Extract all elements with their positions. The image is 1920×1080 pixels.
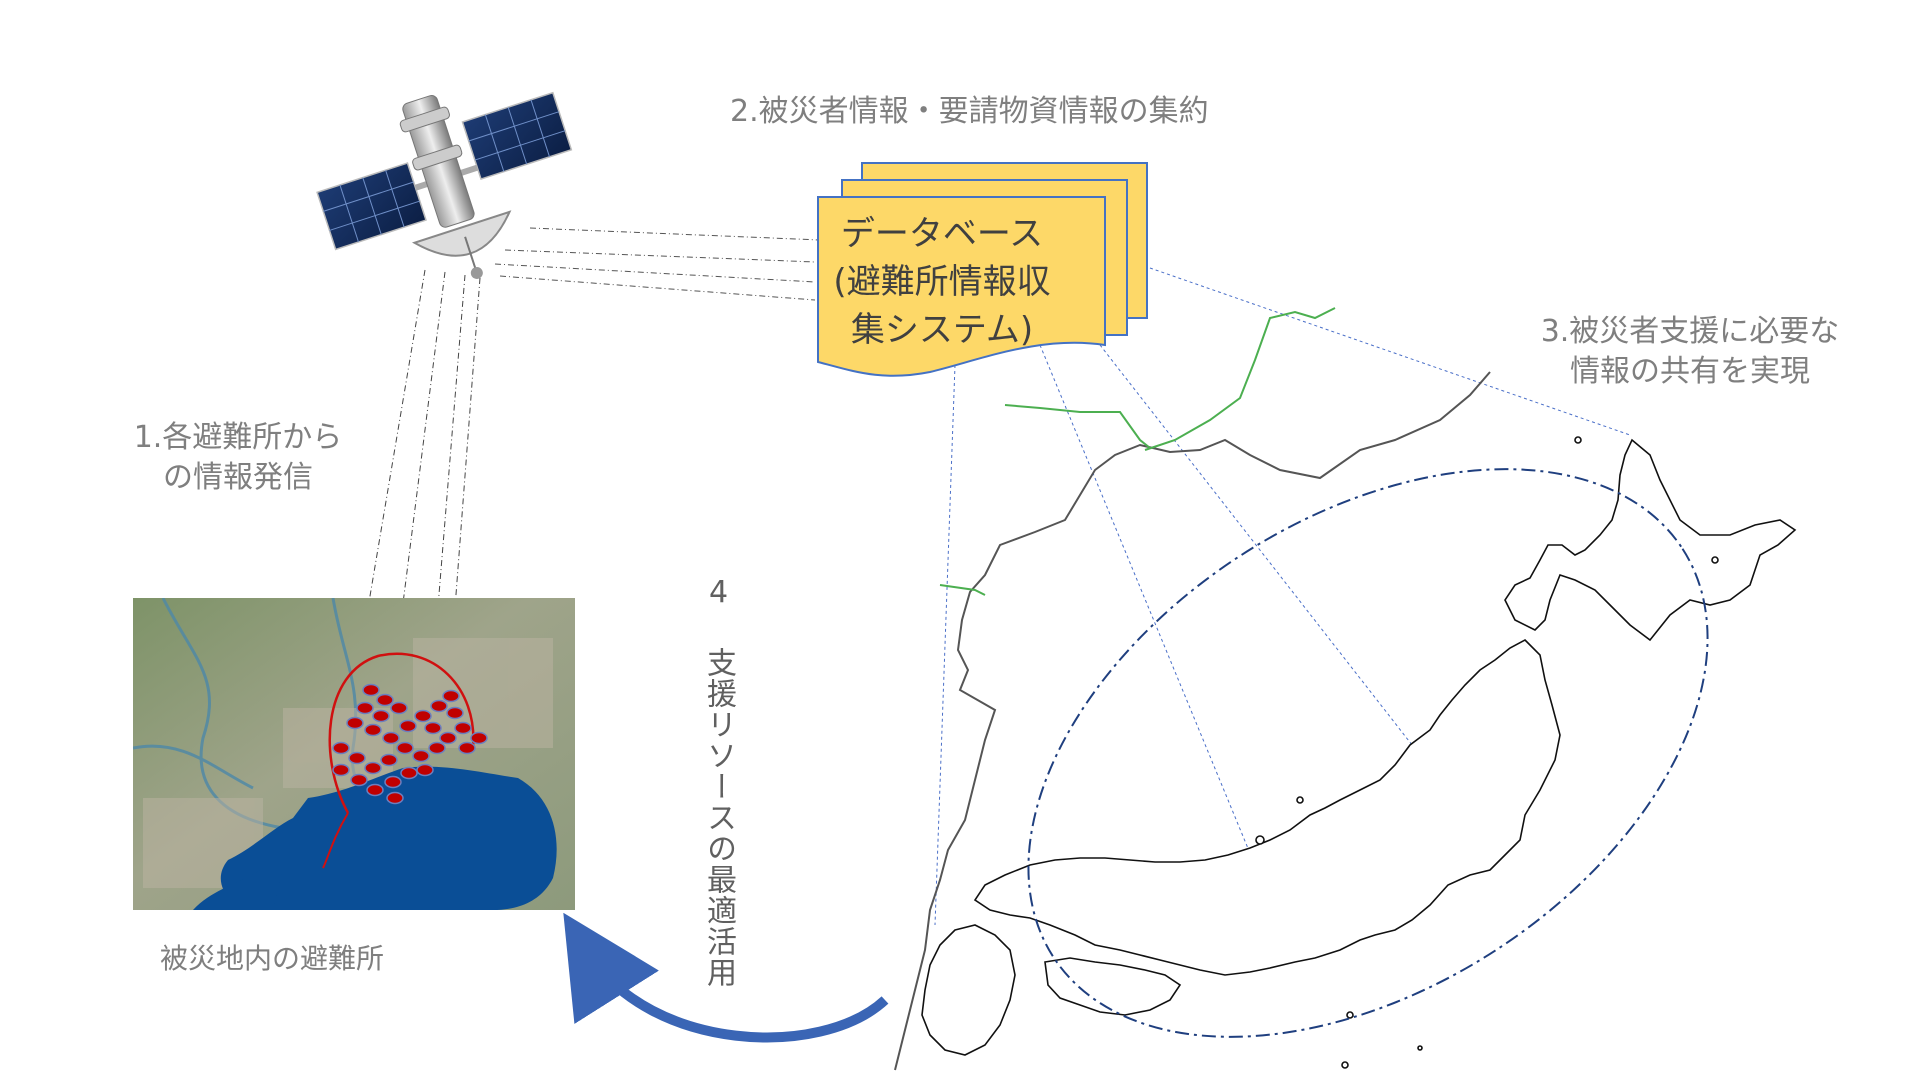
shelter-marker [366,783,384,797]
shelter-markers [332,683,488,805]
satellite-icon [316,91,573,279]
continent-outline [894,371,1491,1071]
shelter-marker [380,753,398,767]
shelter-marker [364,723,382,737]
shelter-marker [332,763,350,777]
step1-line2: の情報発信 [163,460,313,495]
shelter-marker [424,721,442,735]
db-projection-lines [934,267,1631,951]
step1-line1: 1.各避難所から [133,420,343,455]
shelter-marker [372,709,390,723]
shelter-marker [386,791,404,805]
step1-label: 1.各避難所から の情報発信 [108,418,368,498]
step3-label: 3.被災者支援に必要な 情報の共有を実現 [1480,312,1900,392]
shelter-marker [332,741,350,755]
shelter-marker [458,741,476,755]
shelter-marker [470,731,488,745]
shelter-marker [412,749,430,763]
shelter-marker [416,763,434,777]
database-line3: 集システム) [850,310,1034,350]
shelter-marker [362,683,380,697]
satellite-db-links [494,227,821,301]
shelter-marker [454,721,472,735]
shelter-marker [350,773,368,787]
return-arrow [563,912,889,1043]
border-lines [939,307,1336,596]
database-line1: データベース [840,214,1044,254]
shelter-marker [356,701,374,715]
shelter-marker [428,741,446,755]
shelter-marker [430,699,448,713]
step3-line2: 情報の共有を実現 [1570,354,1810,389]
shelter-marker [348,751,366,765]
shelter-marker [382,731,400,745]
database-label: データベース (避難所情報収 集システム) [812,210,1072,354]
shelter-marker [376,693,394,707]
database-icon [817,162,1148,377]
shelter-marker [384,775,402,789]
shelter-marker [390,701,408,715]
step2-label: 2.被災者情報・要請物資情報の集約 [730,94,1209,129]
shelter-caption: 被災地内の避難所 [160,942,385,975]
shelter-marker [399,719,417,733]
coverage-ellipse [1027,468,1709,1038]
database-line2: (避難所情報収 [833,262,1051,302]
shelter-marker [346,716,364,730]
step3-line1: 3.被災者支援に必要な [1540,314,1840,349]
shelter-marker [442,689,460,703]
step4-label: 4 支援リソースの最適活用 [701,575,736,988]
japan-map [921,436,1797,1069]
shelter-marker [414,709,432,723]
shelter-marker [396,741,414,755]
shelter-marker [400,766,418,780]
shelter-marker [364,761,382,775]
disaster-area-map [133,598,575,910]
shelter-marker [446,706,464,720]
shelter-marker [439,731,457,745]
